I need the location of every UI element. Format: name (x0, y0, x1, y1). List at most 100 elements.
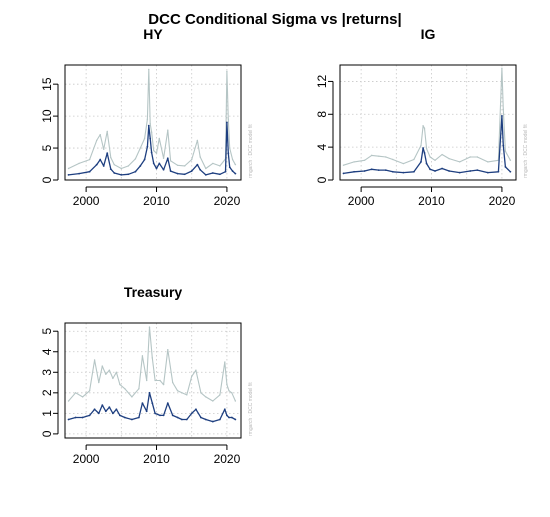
hy-x-tick-label: 2000 (73, 194, 100, 208)
ig-abs-returns-point (501, 67, 503, 69)
ig-sigma-point (423, 151, 426, 154)
hy-abs-returns-point (139, 147, 142, 149)
hy-abs-returns-point (226, 70, 228, 73)
treasury-abs-returns-point (151, 357, 153, 359)
treasury-sigma-point (218, 418, 221, 421)
treasury-sigma-point (88, 414, 91, 417)
treasury-y-tick-label: 5 (40, 328, 54, 335)
ig-abs-returns-point (422, 125, 424, 127)
hy-abs-returns-point (153, 149, 155, 152)
treasury-sigma-point (199, 416, 202, 419)
hy-abs-returns-point (67, 167, 70, 170)
ig-panel-title: IG (421, 26, 436, 42)
treasury-abs-returns-point (88, 390, 91, 392)
ig-y-tick-label: 0 (315, 176, 329, 183)
treasury-abs-returns-point (191, 375, 193, 378)
treasury-y-tick-label: 1 (40, 410, 54, 417)
hy-sigma-point (106, 152, 109, 155)
hy-abs-returns-point (219, 165, 221, 167)
ig-abs-returns-point (429, 156, 431, 158)
treasury-sigma-point (123, 416, 126, 419)
ig-sigma-point (448, 170, 451, 172)
treasury-sigma-point (180, 418, 183, 421)
treasury-abs-returns-point (98, 381, 100, 384)
treasury-x-tick-label: 2000 (73, 452, 100, 466)
treasury-abs-returns-point (119, 383, 121, 386)
hy-abs-returns-point (196, 139, 199, 142)
treasury-sigma-point (151, 402, 154, 404)
treasury-sigma-point (211, 420, 214, 423)
treasury-sigma-point (104, 410, 107, 413)
hy-y-tick-label: 5 (40, 144, 54, 151)
treasury-abs-returns-point (131, 396, 133, 398)
hy-sigma-point (152, 162, 155, 165)
treasury-abs-returns-point (159, 379, 161, 382)
ig-sigma-point (425, 162, 428, 165)
treasury-sigma-point (130, 418, 133, 421)
hy-sigma-point (155, 167, 158, 170)
hy-abs-returns-point (149, 123, 151, 125)
treasury-sigma-point (138, 416, 140, 419)
hy-abs-returns-point (229, 147, 231, 149)
treasury-abs-returns-point (231, 392, 233, 394)
ig-abs-returns-point (342, 164, 345, 166)
ig-abs-returns-point (423, 127, 426, 129)
hy-sigma-point (78, 172, 80, 175)
treasury-abs-returns-point (148, 326, 151, 328)
hy-abs-returns-point (99, 133, 101, 136)
treasury-abs-returns-point (108, 369, 111, 371)
figure-title: DCC Conditional Sigma vs |returns| (148, 11, 401, 28)
ig-sigma-point (441, 167, 443, 170)
hy-y-tick-label: 10 (40, 109, 54, 123)
hy-sigma-point (196, 163, 199, 166)
treasury-sigma-point (195, 408, 197, 411)
hy-abs-returns-point (176, 164, 179, 167)
treasury-sigma-point (108, 406, 111, 409)
ig-abs-returns-point (434, 159, 436, 161)
hy-abs-returns-point (167, 129, 169, 131)
ig-abs-returns-line (343, 67, 511, 166)
hy-abs-returns-point (183, 165, 186, 167)
treasury-abs-returns-point (162, 383, 165, 386)
treasury-sigma-point (101, 404, 104, 407)
treasury-sigma-point (145, 410, 148, 413)
hy-abs-returns-point (146, 118, 149, 121)
ig-abs-returns-point (353, 161, 355, 163)
ig-sigma-point (342, 172, 345, 175)
hy-sigma-point (102, 165, 105, 167)
treasury-abs-returns-point (234, 400, 237, 402)
ig-sigma-point (363, 170, 366, 172)
treasury-abs-returns-point (67, 400, 70, 402)
treasury-abs-returns-point (154, 379, 156, 382)
treasury-abs-returns-point (224, 361, 226, 363)
treasury-abs-returns-point (124, 388, 126, 390)
treasury-sigma-point (171, 414, 174, 417)
treasury-abs-returns-line (68, 326, 236, 402)
treasury-abs-returns-point (205, 396, 207, 398)
ig-sigma-point (501, 115, 503, 117)
hy-abs-returns-point (134, 158, 137, 160)
treasury-sigma-point (148, 391, 151, 394)
treasury-sigma-point (154, 412, 157, 415)
hy-abs-returns-point (113, 163, 115, 166)
treasury-sigma-point (190, 412, 193, 415)
treasury-sigma-point (97, 412, 100, 415)
treasury-abs-returns-point (74, 392, 77, 394)
treasury-abs-returns-point (105, 373, 107, 376)
ig-abs-returns-point (402, 162, 405, 165)
hy-abs-returns-point (227, 118, 230, 121)
hy-abs-returns-line (68, 68, 236, 170)
treasury-abs-returns-point (81, 396, 84, 398)
ig-abs-returns-point (509, 159, 512, 161)
ig-abs-returns-point (476, 156, 478, 158)
hy-sigma-line (68, 121, 236, 176)
hy-sigma-point (224, 170, 227, 173)
ig-sigma-point (391, 170, 394, 173)
hy-plot-frame (64, 64, 242, 181)
ig-sigma-point (486, 171, 489, 174)
hy-sigma-point (169, 170, 172, 172)
treasury-sigma-point (226, 414, 228, 417)
hy-sigma-point (234, 172, 237, 175)
hy-abs-returns-point (169, 160, 172, 162)
hy-sigma-point (228, 166, 231, 169)
